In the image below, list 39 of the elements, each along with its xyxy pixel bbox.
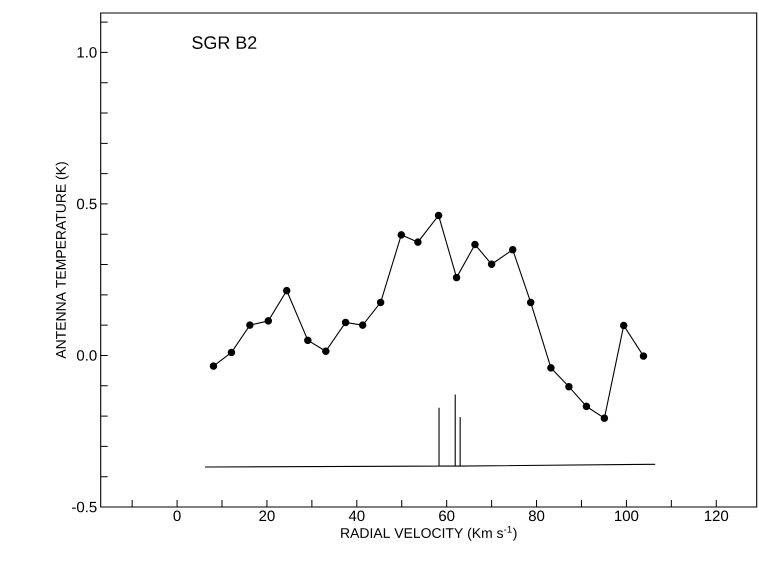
point — [228, 348, 236, 356]
x-tick-label: 40 — [348, 510, 365, 522]
point — [547, 364, 555, 372]
point — [358, 321, 366, 329]
point — [434, 212, 442, 220]
x-tick-label: 60 — [439, 510, 454, 522]
point — [582, 402, 590, 410]
point — [322, 347, 330, 355]
point — [452, 274, 460, 282]
x-tick-label: 80 — [528, 510, 544, 522]
point — [342, 318, 350, 326]
y-tick-label: 0.0 — [76, 350, 97, 361]
point — [304, 336, 312, 344]
point — [471, 240, 479, 248]
point — [488, 260, 496, 268]
point — [264, 317, 272, 325]
y-axis-title: ANTENNA TEMPERATURE (K) — [56, 162, 69, 359]
point — [398, 231, 406, 239]
y-tick-label: 1.0 — [78, 47, 97, 58]
point — [376, 298, 384, 306]
x-tick-label: 20 — [259, 510, 275, 522]
point — [620, 322, 628, 330]
point — [640, 352, 648, 360]
y-tick-label: 0.5 — [76, 198, 97, 210]
point — [526, 298, 534, 306]
point — [565, 382, 573, 390]
x-tick-label: 100 — [615, 510, 638, 522]
x-tick-label: 120 — [704, 510, 728, 522]
point — [246, 321, 254, 329]
y-tick-label: -0.5 — [72, 502, 97, 512]
x-axis-title: RADIAL VELOCITY (Km s$^{-1}$) — [341, 526, 517, 541]
point — [508, 246, 516, 254]
annotation: SGR B2 — [192, 36, 256, 49]
line-series — [204, 394, 656, 468]
x-tick-label: 0 — [174, 510, 181, 522]
point — [282, 286, 290, 294]
point — [210, 362, 218, 370]
point — [600, 414, 608, 422]
point — [414, 238, 422, 246]
